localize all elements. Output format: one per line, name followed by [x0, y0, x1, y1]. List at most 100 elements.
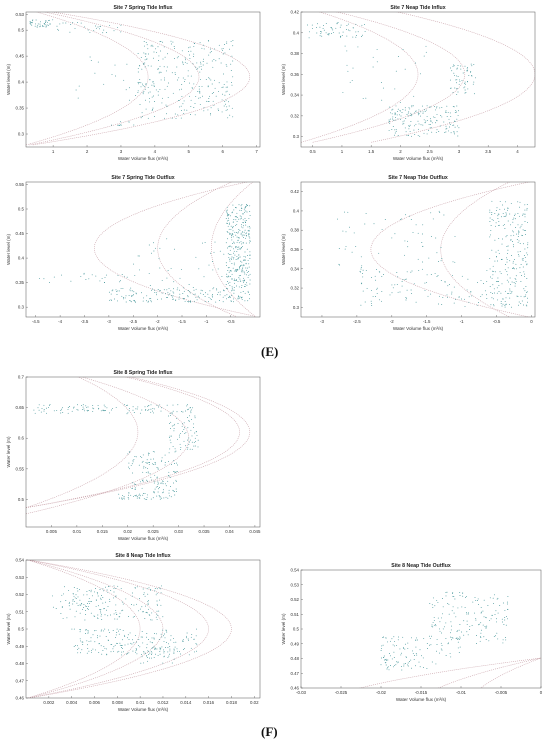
data-point: [115, 604, 117, 606]
data-point: [191, 409, 193, 411]
data-point: [43, 404, 45, 406]
data-point: [403, 122, 405, 124]
data-point: [150, 65, 152, 67]
data-point: [515, 280, 517, 282]
data-point: [509, 297, 511, 299]
data-point: [249, 227, 251, 229]
data-point: [506, 603, 508, 605]
section-label-e: (E): [261, 344, 279, 359]
x-tick-label: 6: [221, 149, 224, 154]
data-point: [216, 288, 218, 290]
data-point: [92, 410, 94, 412]
data-point: [116, 613, 118, 615]
data-point: [458, 629, 460, 631]
data-point: [526, 291, 528, 293]
data-point: [234, 216, 236, 218]
data-point: [246, 219, 248, 221]
data-point: [394, 114, 396, 116]
data-point: [246, 274, 247, 276]
data-point: [241, 243, 243, 245]
data-point: [420, 115, 421, 117]
data-point: [217, 268, 219, 270]
data-point: [146, 498, 148, 500]
data-point: [126, 653, 128, 655]
x-tick-label: 1.5: [368, 149, 375, 154]
data-point: [85, 279, 87, 280]
data-point: [458, 638, 460, 640]
data-point: [100, 25, 101, 27]
data-point: [77, 409, 79, 411]
data-point: [492, 284, 494, 286]
data-point: [168, 495, 170, 497]
data-point: [405, 118, 407, 119]
data-point: [186, 409, 188, 411]
data-point: [464, 83, 466, 85]
data-point: [113, 613, 115, 615]
x-tick-label: 7: [255, 149, 258, 154]
data-point: [140, 481, 141, 483]
data-point: [214, 48, 215, 50]
data-point: [228, 219, 230, 221]
data-point: [189, 58, 191, 60]
data-point: [498, 252, 500, 254]
data-point: [321, 35, 323, 37]
data-point: [496, 598, 498, 600]
y-tick-label: 0.42: [290, 10, 299, 15]
data-point: [38, 277, 40, 279]
data-point: [115, 609, 117, 611]
data-point: [524, 204, 526, 206]
data-point: [194, 417, 196, 419]
chart-site8-neap-influx: Site 8 Neap Tide Influx 0.002 0.004 0.006 0.…: [0, 548, 275, 716]
data-point: [173, 649, 175, 651]
data-point: [163, 497, 165, 499]
data-point: [452, 592, 454, 594]
data-point: [440, 280, 442, 281]
data-point: [85, 614, 87, 616]
data-point: [82, 609, 84, 611]
data-point: [232, 234, 234, 235]
data-point: [142, 91, 144, 93]
data-point: [392, 666, 394, 668]
data-point: [117, 26, 119, 28]
data-point: [520, 264, 522, 265]
data-point: [148, 97, 150, 99]
y-tick-label: 0.65: [15, 405, 24, 410]
data-point: [500, 301, 502, 303]
data-point: [56, 409, 58, 411]
data-point: [436, 276, 438, 277]
data-point: [228, 267, 230, 268]
data-point: [149, 298, 151, 300]
data-point: [95, 27, 97, 29]
data-point: [461, 606, 463, 608]
data-point: [149, 91, 151, 93]
y-tick-label: 0.53: [15, 575, 24, 580]
data-point: [498, 224, 500, 226]
data-point: [522, 266, 524, 268]
data-point: [122, 287, 124, 289]
data-point: [175, 450, 177, 452]
data-point: [150, 458, 152, 460]
data-point: [233, 287, 235, 289]
data-point: [126, 276, 128, 278]
data-point: [36, 26, 38, 28]
data-point: [169, 448, 171, 450]
data-point: [60, 613, 62, 614]
data-point: [174, 72, 176, 74]
data-point: [162, 483, 164, 485]
data-point: [156, 613, 158, 615]
data-point: [82, 406, 84, 408]
x-tick-label: -0.015: [415, 690, 428, 695]
data-point: [378, 271, 380, 273]
data-point: [232, 211, 234, 213]
data-point: [189, 300, 191, 302]
data-point: [179, 277, 181, 279]
data-point: [105, 32, 107, 33]
data-point: [227, 270, 229, 271]
data-point: [425, 120, 427, 122]
data-point: [231, 289, 233, 291]
x-tick-label: -1.5: [178, 319, 186, 324]
data-point: [173, 482, 175, 484]
data-point: [32, 19, 34, 21]
data-point: [245, 259, 247, 261]
data-point: [190, 429, 192, 431]
